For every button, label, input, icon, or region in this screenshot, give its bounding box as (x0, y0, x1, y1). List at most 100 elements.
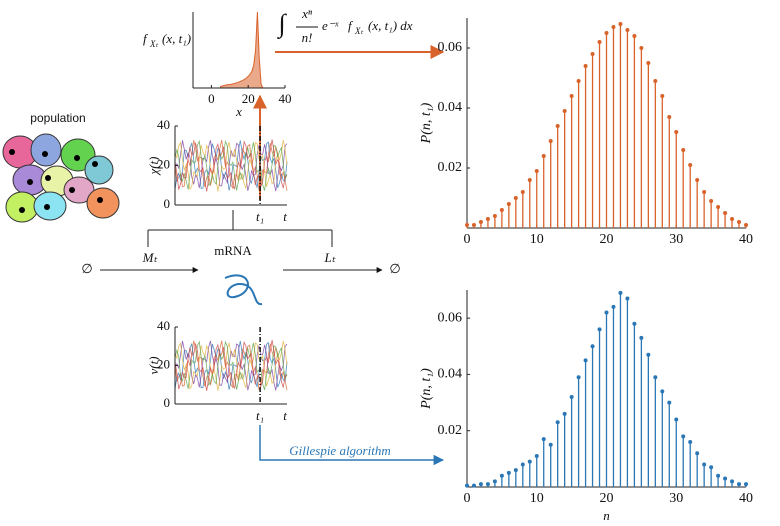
population-cells (2, 133, 120, 223)
stem-marker (639, 46, 644, 50)
production-label: Mₜ (142, 250, 159, 265)
stem-marker (541, 154, 546, 158)
stem-marker (723, 211, 728, 215)
stem-marker (695, 178, 700, 182)
stem-marker (471, 223, 476, 227)
stem-marker (576, 375, 581, 380)
x-tick-label: t (283, 408, 287, 423)
x-tick-label: 30 (669, 232, 683, 247)
x-tick-label: t (283, 209, 287, 224)
y-axis-label: P(n, t₁) (419, 368, 434, 410)
trajectory-texture (174, 340, 288, 391)
degradation-label: Lₜ (323, 250, 336, 265)
stem-marker (590, 344, 595, 349)
y-tick-label: 20 (157, 156, 170, 171)
stem-marker (625, 28, 630, 32)
x-tick-label: 0 (464, 232, 471, 247)
formula-subscript: Xₜ (354, 26, 363, 36)
stem-marker (709, 199, 714, 203)
y-axis-label: χ(t) (146, 157, 161, 177)
y-tick-label: 0.02 (438, 423, 463, 438)
y-tick-label: 0 (164, 395, 171, 410)
method-label: Gillespie algorithm (289, 443, 390, 458)
formula-f: f (348, 18, 354, 33)
stem-marker (716, 205, 721, 209)
stem-marker (667, 115, 672, 119)
y-label-f: f (143, 31, 149, 46)
formula-exponential: e⁻ˣ (322, 18, 339, 33)
y-tick-label: 0 (164, 196, 171, 211)
stem-marker (583, 64, 588, 68)
stem-marker (660, 94, 665, 98)
stem-marker (513, 196, 518, 200)
x-tick-label: t₁ (256, 209, 264, 224)
y-tick-label: 0.04 (438, 100, 463, 115)
source-symbol: ∅ (81, 261, 92, 276)
trajectory-texture (174, 340, 288, 390)
stem-marker (681, 148, 686, 152)
stem-marker (471, 483, 476, 488)
stem-marker (499, 473, 504, 478)
stem-marker (520, 190, 525, 194)
stem-marker (576, 79, 581, 83)
y-tick-label: 0.06 (438, 40, 463, 55)
stem-marker (674, 130, 679, 134)
stem-marker (583, 358, 588, 363)
stem-marker (653, 79, 658, 83)
y-tick-label: 0.04 (438, 367, 463, 382)
stem-marker (611, 25, 616, 29)
stem-marker (695, 451, 700, 456)
stem-marker (527, 178, 532, 182)
stem-marker (569, 394, 574, 399)
y-label-sub: Xₜ (149, 39, 158, 49)
x-axis-label: n (603, 508, 610, 523)
stem-marker (597, 327, 602, 332)
x-tick-label: 40 (279, 91, 292, 106)
stem-marker (688, 439, 693, 444)
x-tick-label: 30 (669, 491, 683, 506)
stem-marker (548, 442, 553, 447)
x-tick-label: 0 (208, 91, 215, 106)
stem-marker (465, 223, 469, 227)
x-tick-label: 20 (242, 91, 255, 106)
trajectory-texture (174, 140, 288, 191)
stem-marker (737, 482, 742, 487)
x-tick-label: 20 (600, 491, 614, 506)
x-tick-label: 40 (739, 232, 753, 247)
x-tick-label: 10 (530, 232, 544, 247)
y-label-arg: (x, t₁) (162, 31, 191, 46)
trajectory-texture (174, 139, 288, 191)
formula-denominator: n! (302, 30, 313, 45)
formula-numerator: xⁿ (301, 6, 313, 21)
stem-marker (513, 468, 518, 473)
trajectory-texture (174, 340, 288, 391)
stem-marker (499, 208, 504, 212)
mrna-icon (224, 274, 263, 306)
x-tick-label: 10 (530, 491, 544, 506)
y-axis-label: v(t) (146, 356, 161, 374)
stem-marker (730, 217, 735, 221)
gillespie-arrow (259, 425, 445, 466)
y-tick-label: 20 (157, 356, 170, 371)
stem-marker (646, 352, 651, 357)
stem-marker (534, 454, 539, 459)
stem-marker (555, 124, 560, 128)
stem-marker (492, 479, 497, 484)
stem-marker (618, 290, 623, 295)
trajectory-texture (174, 139, 288, 191)
stem-marker (660, 389, 665, 394)
stem-marker (611, 304, 616, 309)
stem-marker (527, 459, 532, 464)
trajectory-texture (174, 340, 288, 391)
stem-marker (702, 190, 707, 194)
stem-marker (632, 34, 637, 38)
density-area (220, 11, 264, 89)
stem-marker (688, 163, 693, 167)
stem-marker (478, 482, 483, 487)
x-tick-label: 20 (600, 232, 614, 247)
stem-marker (737, 220, 742, 224)
stem-marker (478, 220, 483, 224)
stem-marker (604, 31, 609, 35)
stem-marker (744, 482, 748, 487)
stem-marker (604, 310, 609, 315)
